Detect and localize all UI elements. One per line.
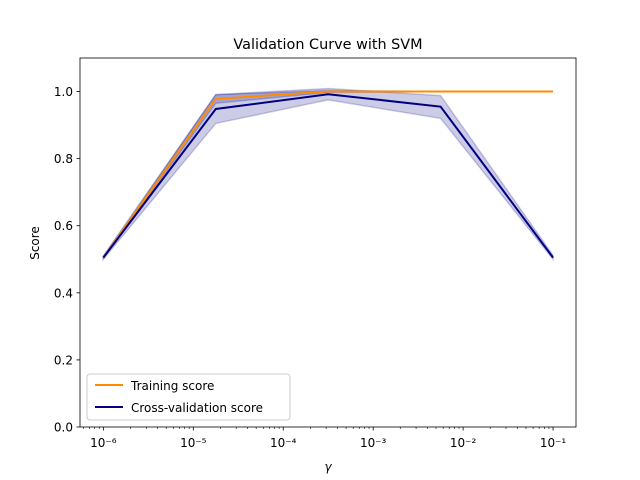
legend-box: [86, 373, 291, 421]
x-axis-label: γ: [324, 460, 332, 474]
x-tick-label: 10⁻¹: [540, 436, 567, 450]
y-axis-ticks: 0.0 0.2 0.4 0.6 0.8 1.0: [54, 85, 80, 435]
x-tick-label: 10⁻⁶: [90, 436, 117, 450]
legend-label-cross-validation: Cross-validation score: [131, 401, 263, 415]
chart-title: Validation Curve with SVM: [233, 37, 422, 53]
axes-frame: [79, 57, 577, 428]
line-training-score: [102, 90, 554, 259]
legend-label-training: Training score: [130, 379, 214, 393]
legend: Training score Cross-validation score: [86, 373, 291, 421]
y-tick-label: 0.4: [54, 286, 73, 300]
x-axis-ticks: 10⁻⁶ 10⁻⁵ 10⁻⁴ 10⁻³ 10⁻² 10⁻¹: [83, 427, 566, 450]
plot-layer: [102, 87, 554, 262]
x-tick-label: 10⁻⁵: [180, 436, 207, 450]
y-tick-label: 0.2: [54, 353, 73, 367]
y-tick-label: 0.8: [54, 152, 73, 166]
y-tick-label: 0.6: [54, 219, 73, 233]
x-tick-label: 10⁻³: [360, 436, 387, 450]
x-tick-label: 10⁻²: [450, 436, 477, 450]
y-axis-label: Score: [28, 226, 42, 260]
y-tick-label: 0.0: [54, 421, 73, 435]
line-cross-validation-score: [102, 93, 554, 259]
band-series-1: [102, 87, 554, 262]
y-tick-label: 1.0: [54, 85, 73, 99]
x-tick-label: 10⁻⁴: [270, 436, 297, 450]
